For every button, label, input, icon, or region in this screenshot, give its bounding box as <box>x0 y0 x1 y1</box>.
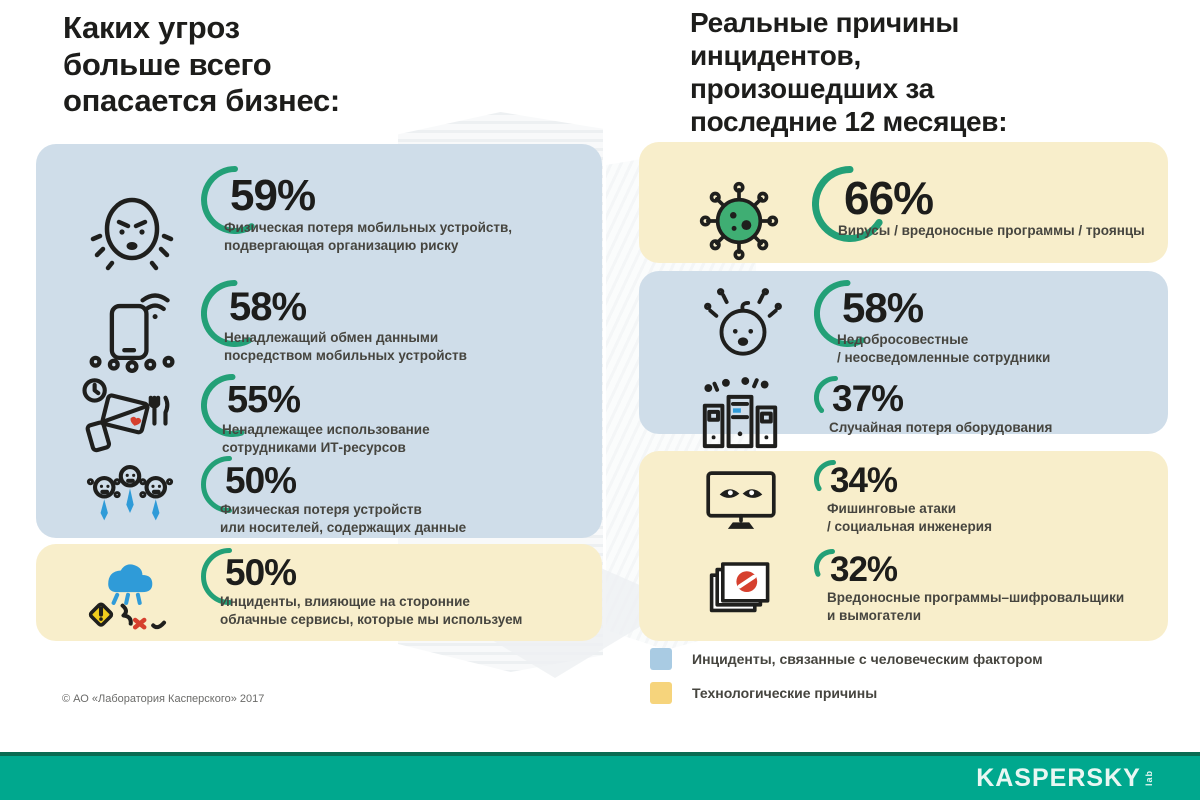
stat-description: Недобросовестные / неосведомленные сотру… <box>837 331 1051 365</box>
stat-left-1: 59% Физическая потеря мобильных устройст… <box>201 166 512 255</box>
stat-left-5: 50% Инциденты, влияющие на сторонние обл… <box>201 548 522 629</box>
legend-label-technological: Технологические причины <box>692 685 878 701</box>
equipment-loss-icon <box>693 374 787 462</box>
brand-bar: KASPERSKY lab <box>0 752 1200 800</box>
cloud-incident-icon <box>70 548 186 638</box>
stat-right-3: 37% Случайная потеря оборудования <box>814 376 1052 437</box>
percent-value: 37% <box>832 378 904 419</box>
percent-arc <box>814 549 835 577</box>
percent-arc <box>201 166 255 234</box>
percent-arc <box>201 456 232 513</box>
naive-employee-icon <box>700 282 786 372</box>
stat-description: Физическая потеря мобильных устройств, п… <box>224 220 513 254</box>
percent-arc <box>201 374 245 437</box>
stat-description: Ненадлежащий обмен данными посредством м… <box>224 329 467 363</box>
it-resources-misuse-icon <box>62 372 188 464</box>
legend-label-human-factor: Инциденты, связанные с человеческим факт… <box>692 651 1043 667</box>
left-human-factor-panel <box>36 144 602 538</box>
percent-arc <box>814 460 836 492</box>
legend-swatch-technological <box>650 682 672 704</box>
percent-value: 66% <box>844 172 934 224</box>
left-column-title: Каких угроз больше всего опасается бизне… <box>63 10 340 119</box>
stat-left-3: 55% Ненадлежащее использование сотрудник… <box>201 374 430 457</box>
stat-description: Случайная потеря оборудования <box>829 420 1053 436</box>
stat-description: Вирусы / вредоносные программы / троянцы <box>838 223 1145 239</box>
virus-icon <box>698 180 780 262</box>
percent-value: 59% <box>230 171 316 220</box>
percent-arc <box>812 166 883 242</box>
percent-value: 58% <box>842 284 924 331</box>
percent-arc <box>201 280 253 347</box>
percent-value: 50% <box>225 552 297 593</box>
mobile-data-share-icon <box>85 283 181 379</box>
percent-arc <box>201 548 232 605</box>
stat-description: Физическая потеря устройств или носителе… <box>220 502 467 535</box>
stat-left-2: 58% Ненадлежащий обмен данными посредств… <box>201 280 467 365</box>
percent-value: 50% <box>225 460 297 501</box>
percent-value: 58% <box>229 285 307 329</box>
stat-description: Ненадлежащее использование сотрудниками … <box>222 421 430 455</box>
right-column-title: Реальные причины инцидентов, произошедши… <box>690 7 1008 138</box>
percent-value: 34% <box>830 461 898 500</box>
employees-device-loss-icon <box>72 456 188 548</box>
kaspersky-logo-lab-text: lab <box>1143 769 1154 786</box>
stat-right-1: 66% Вирусы / вредоносные программы / тро… <box>812 166 1145 242</box>
stat-right-4: 34% Фишинговые атаки / социальная инжене… <box>814 460 992 536</box>
worried-face-icon <box>82 178 182 280</box>
ransomware-docs-icon <box>702 548 782 628</box>
stat-right-2: 58% Недобросовестные / неосведомленные с… <box>814 280 1050 367</box>
stat-right-5: 32% Вредоносные программы–шифровальщики … <box>814 549 1124 625</box>
stat-left-4: 50% Физическая потеря устройств или носи… <box>201 456 466 537</box>
percent-value: 55% <box>227 379 301 421</box>
copyright-text: © АО «Лаборатория Касперского» 2017 <box>62 693 265 705</box>
percent-arc <box>814 280 866 347</box>
stat-description: Вредоносные программы–шифровальщики и вы… <box>827 590 1125 624</box>
legend-swatch-human-factor <box>650 648 672 670</box>
stat-description: Фишинговые атаки / социальная инженерия <box>827 501 992 535</box>
kaspersky-logo: KASPERSKY lab <box>930 756 1200 800</box>
phishing-monitor-icon <box>700 460 782 542</box>
percent-value: 32% <box>830 550 898 589</box>
kaspersky-logo-text: KASPERSKY <box>976 763 1141 792</box>
stat-description: Инциденты, влияющие на сторонние облачны… <box>220 594 523 627</box>
percent-arc <box>814 376 838 413</box>
